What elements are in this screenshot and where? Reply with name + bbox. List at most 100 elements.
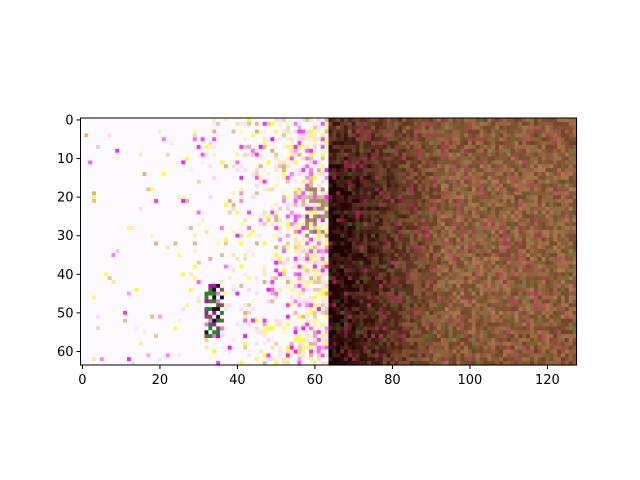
image-pixel <box>278 199 283 204</box>
image-pixel <box>99 175 105 181</box>
image-pixel <box>471 253 477 258</box>
image-pixel <box>223 164 229 169</box>
image-pixel <box>483 133 488 138</box>
image-pixel <box>506 160 512 165</box>
image-pixel <box>363 191 368 196</box>
image-pixel <box>417 245 423 250</box>
image-pixel <box>456 206 461 212</box>
image-pixel <box>522 241 527 246</box>
image-pixel <box>406 241 411 246</box>
image-pixel <box>262 148 268 154</box>
image-pixel <box>464 164 469 169</box>
image-pixel <box>351 191 357 196</box>
image-pixel <box>514 229 519 235</box>
image-pixel <box>421 129 426 135</box>
image-pixel <box>561 210 566 216</box>
image-pixel <box>545 260 550 266</box>
image-pixel <box>316 195 322 200</box>
image-pixel <box>289 141 295 146</box>
image-pixel <box>324 253 330 258</box>
image-pixel <box>468 129 473 135</box>
image-pixel <box>103 145 109 150</box>
image-pixel <box>437 156 442 162</box>
image-pixel <box>433 249 438 254</box>
image-pixel <box>533 156 539 162</box>
image-pixel <box>468 187 473 192</box>
image-pixel <box>549 206 554 212</box>
image-pixel <box>382 156 388 162</box>
image-pixel <box>429 172 434 177</box>
image-pixel <box>119 214 124 219</box>
image-pixel <box>572 214 578 219</box>
image-pixel <box>537 179 543 185</box>
image-pixel <box>80 199 85 204</box>
image-pixel <box>359 129 364 135</box>
image-pixel <box>413 168 419 173</box>
image-pixel <box>471 226 477 231</box>
image-pixel <box>258 195 264 200</box>
image-pixel <box>444 245 450 250</box>
image-pixel <box>324 164 330 169</box>
image-pixel <box>289 264 295 270</box>
image-pixel <box>433 264 438 270</box>
image-pixel <box>146 172 151 177</box>
image-pixel <box>146 118 151 123</box>
image-pixel <box>433 183 438 189</box>
image-pixel <box>394 214 399 219</box>
image-pixel <box>185 191 190 196</box>
image-pixel <box>347 226 353 231</box>
image-pixel <box>285 187 291 192</box>
image-pixel <box>297 222 302 227</box>
image-pixel <box>297 202 302 208</box>
image-pixel <box>262 195 268 200</box>
image-pixel <box>173 210 178 216</box>
image-pixel <box>285 237 291 243</box>
image-pixel <box>452 206 457 212</box>
image-pixel <box>99 129 105 135</box>
image-pixel <box>169 237 175 243</box>
image-pixel <box>564 175 570 181</box>
image-pixel <box>251 237 256 243</box>
image-pixel <box>487 241 492 246</box>
image-pixel <box>258 187 264 192</box>
image-pixel <box>254 145 260 150</box>
image-pixel <box>344 229 349 235</box>
image-pixel <box>96 245 101 250</box>
image-pixel <box>437 183 442 189</box>
image-pixel <box>522 168 527 173</box>
image-pixel <box>479 175 485 181</box>
image-pixel <box>165 237 171 243</box>
image-pixel <box>533 214 539 219</box>
image-pixel <box>96 199 101 204</box>
image-pixel <box>347 156 353 162</box>
image-pixel <box>258 226 264 231</box>
image-pixel <box>526 249 531 254</box>
image-pixel <box>564 160 570 165</box>
image-pixel <box>390 172 395 177</box>
image-pixel <box>437 175 442 181</box>
image-pixel <box>483 256 488 262</box>
image-pixel <box>208 152 213 158</box>
image-pixel <box>437 125 442 131</box>
image-pixel <box>460 249 465 254</box>
image-pixel <box>243 206 248 212</box>
image-pixel <box>460 172 465 177</box>
image-pixel <box>568 260 574 266</box>
image-pixel <box>285 256 291 262</box>
image-pixel <box>448 125 454 131</box>
image-pixel <box>429 253 434 258</box>
image-pixel <box>487 141 492 146</box>
image-pixel <box>177 206 182 212</box>
image-pixel <box>208 168 213 173</box>
image-pixel <box>88 179 93 185</box>
image-pixel <box>305 237 310 243</box>
image-pixel <box>363 241 368 246</box>
image-pixel <box>173 133 178 138</box>
image-pixel <box>351 187 357 192</box>
image-pixel <box>371 191 376 196</box>
image-pixel <box>514 260 519 266</box>
image-pixel <box>181 226 186 231</box>
image-pixel <box>278 133 283 138</box>
image-pixel <box>557 226 562 231</box>
image-pixel <box>537 145 543 150</box>
